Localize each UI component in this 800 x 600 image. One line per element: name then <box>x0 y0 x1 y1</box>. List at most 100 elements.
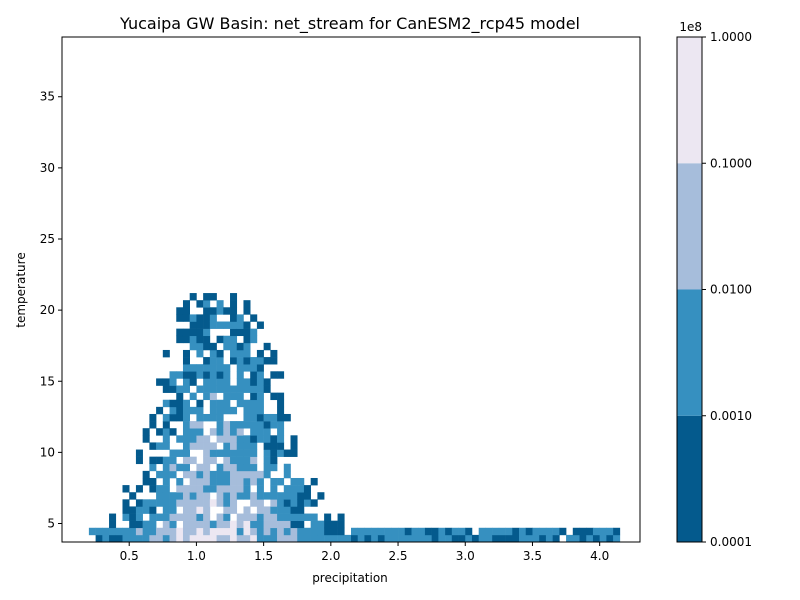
contour-cell <box>263 449 271 457</box>
contour-cell <box>243 399 251 408</box>
contour-cell <box>525 527 533 536</box>
contour-cell <box>465 527 473 536</box>
contour-cell <box>250 357 258 365</box>
contour-cell <box>196 342 204 351</box>
contour-cell <box>216 527 224 536</box>
contour-cell <box>277 399 285 408</box>
contour-cell <box>250 534 258 543</box>
y-tick-label: 20 <box>40 303 55 317</box>
contour-cell <box>256 520 264 529</box>
contour-cell <box>310 534 318 543</box>
contour-cell <box>182 349 190 358</box>
contour-cell <box>135 513 143 521</box>
contour-cell <box>243 513 251 521</box>
contour-cell <box>156 378 164 386</box>
contour-cell <box>182 314 190 322</box>
contour-cell <box>209 449 217 457</box>
contour-cell <box>317 534 325 543</box>
contour-cell <box>203 463 211 472</box>
contour-cell <box>270 485 278 493</box>
contour-cell <box>176 527 184 536</box>
contour-cell <box>256 492 264 500</box>
contour-cell <box>223 364 231 372</box>
contour-cell <box>182 520 190 529</box>
contour-cell <box>182 499 190 507</box>
contour-cell <box>277 449 285 457</box>
contour-cell <box>391 534 399 543</box>
contour-cell <box>176 477 184 486</box>
contour-cell <box>572 534 580 543</box>
contour-cell <box>176 413 184 422</box>
colorbar-segment <box>677 163 702 290</box>
contour-cell <box>135 527 143 536</box>
contour-cell <box>189 470 197 479</box>
contour-cell <box>216 428 224 436</box>
contour-cell <box>203 520 211 529</box>
contour-cell <box>196 470 204 479</box>
contour-cell <box>599 527 607 536</box>
contour-cell <box>182 428 190 436</box>
contour-cell <box>445 527 453 536</box>
contour-cell <box>189 314 197 322</box>
contour-cell <box>189 527 197 536</box>
contour-cell <box>290 442 298 450</box>
contour-cell <box>135 485 143 493</box>
contour-cell <box>176 449 184 457</box>
contour-cell <box>613 527 621 536</box>
x-tick-label: 2.0 <box>321 549 340 563</box>
contour-cell <box>223 435 231 443</box>
contour-cell <box>182 506 190 514</box>
contour-cell <box>243 449 251 457</box>
contour-cell <box>243 378 251 386</box>
contour-cell <box>236 399 244 408</box>
contour-cell <box>290 435 298 443</box>
contour-cell <box>142 520 150 529</box>
contour-cell <box>209 364 217 372</box>
contour-cell <box>236 342 244 351</box>
contour-cell <box>384 527 392 536</box>
contour-cell <box>129 527 137 536</box>
contour-cell <box>277 499 285 507</box>
contour-cell <box>243 492 251 500</box>
contour-cell <box>250 364 258 372</box>
contour-cell <box>135 456 143 465</box>
contour-cell <box>216 463 224 472</box>
contour-cell <box>115 534 123 543</box>
contour-cell <box>478 527 486 536</box>
contour-cell <box>256 392 264 401</box>
contour-cell <box>270 492 278 500</box>
contour-cell <box>243 342 251 351</box>
contour-cell <box>250 406 258 415</box>
contour-cell <box>290 492 298 500</box>
contour-cell <box>324 520 332 529</box>
contour-cell <box>189 421 197 429</box>
contour-cell <box>223 371 231 379</box>
contour-cell <box>203 364 211 372</box>
contour-cell <box>330 534 338 543</box>
contour-cell <box>196 513 204 521</box>
contour-cell <box>458 534 466 543</box>
contour-cell <box>209 378 217 386</box>
contour-cell <box>203 442 211 450</box>
contour-cell <box>411 527 419 536</box>
x-tick-label: 2.5 <box>388 549 407 563</box>
contour-cell <box>297 527 305 536</box>
contour-cell <box>176 399 184 408</box>
contour-cell <box>471 534 479 543</box>
contour-cell <box>236 428 244 436</box>
contour-cell <box>337 520 345 529</box>
contour-cell <box>203 485 211 493</box>
contour-cell <box>236 421 244 429</box>
contour-cell <box>203 314 211 322</box>
contour-cell <box>88 527 96 536</box>
contour-cell <box>424 527 432 536</box>
contour-cell <box>263 435 271 443</box>
contour-cell <box>606 527 614 536</box>
contour-cell <box>351 527 359 536</box>
contour-cell <box>216 485 224 493</box>
y-tick-label: 10 <box>40 445 55 459</box>
contour-cell <box>230 470 238 479</box>
contour-cell <box>209 428 217 436</box>
colorbar-tick-label: 0.0100 <box>710 283 752 297</box>
contour-cell <box>109 513 117 521</box>
